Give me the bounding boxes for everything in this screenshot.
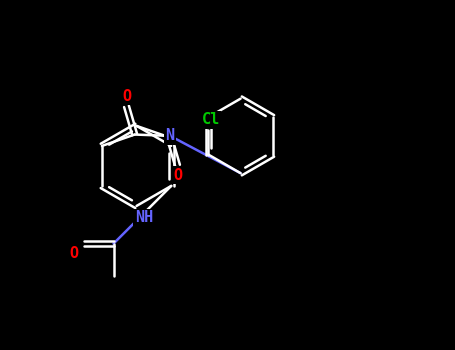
Text: N: N bbox=[166, 128, 175, 143]
Text: Cl: Cl bbox=[202, 112, 220, 127]
Text: O: O bbox=[70, 246, 79, 261]
Text: NH: NH bbox=[135, 210, 153, 225]
Text: O: O bbox=[122, 89, 131, 104]
Text: O: O bbox=[173, 168, 182, 183]
